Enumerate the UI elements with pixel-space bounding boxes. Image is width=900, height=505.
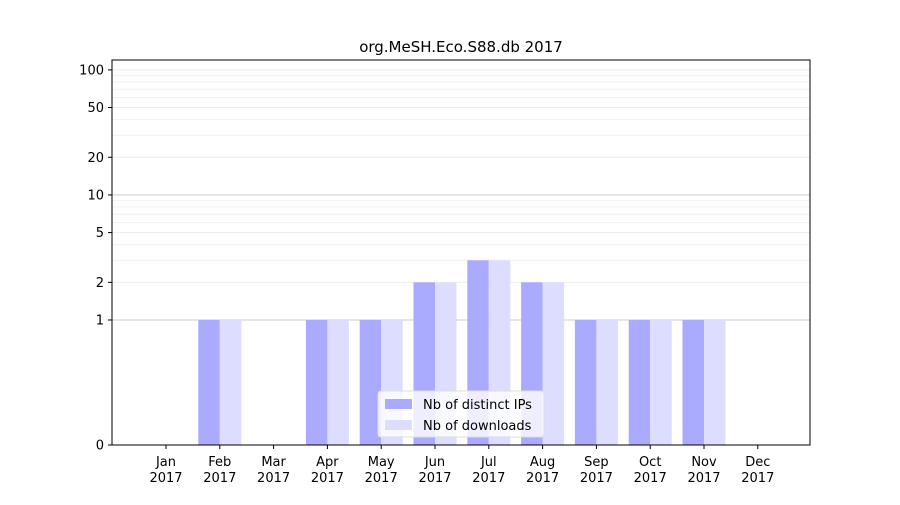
y-tick-label: 2 — [96, 276, 104, 291]
bar-distinct-ips-apr — [305, 319, 328, 445]
y-tick-label: 0 — [96, 439, 104, 454]
y-tick-label: 1 — [96, 313, 104, 328]
legend-label: Nb of distinct IPs — [423, 398, 532, 413]
x-tick-label: Aug 2017 — [526, 455, 559, 486]
bar-distinct-ips-feb — [198, 319, 220, 445]
legend-label: Nb of downloads — [423, 419, 532, 434]
bar-downloads-oct — [650, 319, 672, 445]
bar-distinct-ips-oct — [628, 319, 651, 445]
x-tick-label: Nov 2017 — [687, 455, 720, 486]
bar-downloads-apr — [327, 319, 349, 445]
plot-frame — [111, 59, 811, 446]
x-tick-label: Apr 2017 — [311, 455, 344, 486]
x-tick-label: Jan 2017 — [149, 455, 182, 486]
x-tick-label: Oct 2017 — [634, 455, 667, 486]
x-tick-label: Jun 2017 — [418, 455, 451, 486]
x-tick-label: Feb 2017 — [203, 455, 236, 486]
legend-swatch — [385, 420, 412, 430]
x-tick-label: Mar 2017 — [257, 455, 290, 486]
bar-distinct-ips-may — [359, 319, 382, 445]
x-tick-label: Jul 2017 — [472, 455, 505, 486]
bar-downloads-aug — [542, 282, 565, 445]
grid-lines — [112, 69, 810, 321]
y-tick-label: 50 — [87, 101, 104, 116]
chart-title: org.MeSH.Eco.S88.db 2017 — [359, 38, 563, 56]
x-tick-label: Dec 2017 — [741, 455, 774, 486]
axes: 0 1 2 5 10 20 50 100 Jan 2017 Feb 2017 Mar 2017 Apr 201… — [79, 59, 811, 486]
bar-distinct-ips-nov — [682, 319, 704, 445]
legend: Nb of distinct IPs Nb of downloads — [377, 390, 545, 438]
bar-downloads-sep — [596, 319, 618, 445]
x-tick-label: Sep 2017 — [580, 455, 613, 486]
legend-swatch — [385, 399, 412, 409]
y-tick-label: 100 — [79, 63, 104, 78]
bar-distinct-ips-sep — [574, 319, 597, 445]
y-tick-label: 20 — [87, 151, 104, 166]
y-tick-label: 5 — [96, 226, 104, 241]
x-tick-label: May 2017 — [365, 455, 398, 486]
legend-box — [377, 390, 545, 438]
y-tick-label: 10 — [87, 188, 104, 203]
bar-downloads-nov — [704, 319, 726, 445]
bar-downloads-feb — [219, 319, 242, 445]
